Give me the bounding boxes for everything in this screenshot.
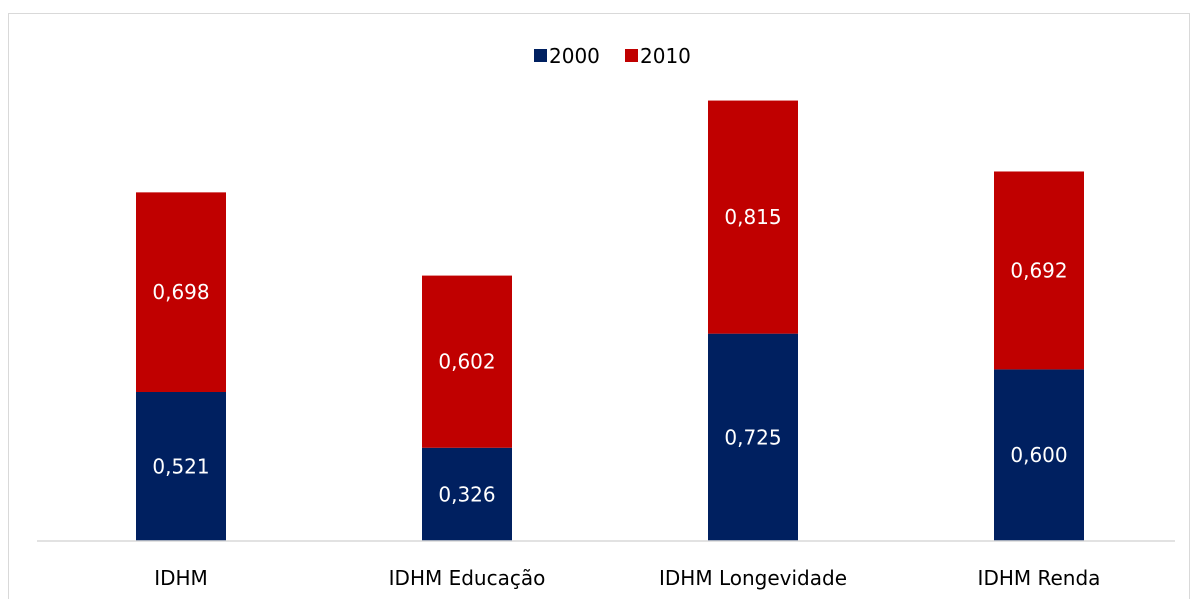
bar-idhm-2000 (136, 391, 226, 541)
bars-group: 0,521 0,698 0,326 0,602 0,725 0,815 0,600 0,692 (136, 100, 1084, 541)
category-label-idhm-longevidade: IDHM Longevidade (659, 566, 847, 590)
data-label-idhm-longevidade-2000: 0,725 (724, 425, 781, 449)
bar-idhm-2010 (136, 192, 226, 392)
legend-swatch-2010 (625, 49, 638, 62)
category-label-idhm: IDHM (154, 566, 208, 590)
data-label-idhm-renda-2000: 0,600 (1010, 443, 1067, 467)
bar-idhm-educa-o-2010 (422, 275, 512, 448)
bar-idhm-renda-2010 (994, 171, 1084, 370)
bar-idhm-renda-2000 (994, 369, 1084, 541)
data-label-idhm-renda-2010: 0,692 (1010, 258, 1067, 282)
data-label-idhm-longevidade-2010: 0,815 (724, 205, 781, 229)
category-labels: IDHM IDHM Educação IDHM Longevidade IDHM Re… (154, 566, 1100, 590)
data-label-idhm-2010: 0,698 (152, 280, 209, 304)
category-label-idhm-renda: IDHM Renda (978, 566, 1101, 590)
legend-item-2000: 2000 (534, 44, 600, 68)
bar-idhm-longevidade-2000 (708, 333, 798, 541)
legend-label-2000: 2000 (549, 44, 600, 68)
data-label-idhm-educa-o-2000: 0,326 (438, 482, 495, 506)
data-label-idhm-2000: 0,521 (152, 454, 209, 478)
legend-label-2010: 2010 (640, 44, 691, 68)
bar-idhm-longevidade-2010 (708, 100, 798, 334)
data-label-idhm-educa-o-2010: 0,602 (438, 350, 495, 374)
bar-idhm-educa-o-2000 (422, 447, 512, 541)
legend-swatch-2000 (534, 49, 547, 62)
legend-item-2010: 2010 (625, 44, 691, 68)
legend: 2000 2010 (534, 44, 691, 68)
category-label-idhm-educa-o: IDHM Educação (389, 566, 546, 590)
